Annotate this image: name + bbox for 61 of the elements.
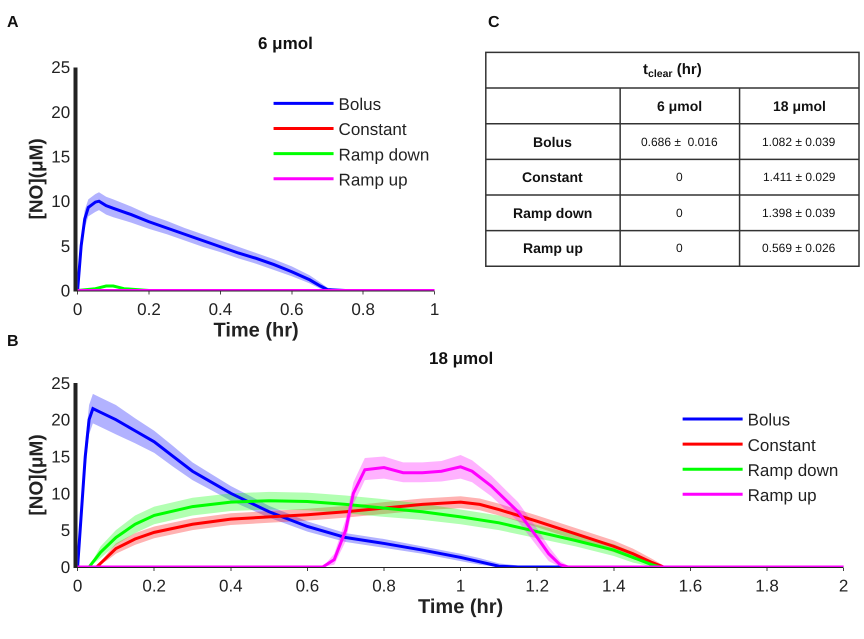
x-tick-label: 0.2 bbox=[137, 300, 161, 319]
y-tick-label: 20 bbox=[51, 102, 70, 122]
x-tick-label: 1.6 bbox=[678, 576, 702, 596]
legend-label: Ramp up bbox=[338, 170, 408, 190]
text: B bbox=[7, 333, 19, 350]
y-tick-label: 10 bbox=[51, 484, 70, 504]
chart-title: 6 μmol bbox=[258, 34, 313, 53]
text: 1.411 ± 0.029 bbox=[763, 170, 836, 184]
y-tick-label: 5 bbox=[60, 521, 70, 540]
text: C bbox=[488, 14, 500, 31]
y-tick-label: 0 bbox=[60, 558, 70, 577]
text: 1.082 ± 0.039 bbox=[762, 135, 836, 149]
legend-label: Ramp down bbox=[338, 145, 430, 164]
category-label: Constant bbox=[522, 169, 583, 185]
text: 0 bbox=[676, 170, 683, 184]
legend-label: Bolus bbox=[748, 410, 790, 430]
category-label: Ramp down bbox=[513, 205, 592, 221]
x-tick-label: 0.2 bbox=[142, 576, 166, 596]
legend-label: Constant bbox=[338, 120, 407, 140]
x-tick-label: 0.6 bbox=[296, 576, 320, 596]
y-tick-label: 15 bbox=[51, 148, 70, 167]
category-label: 6 μmol bbox=[657, 98, 702, 114]
x-tick-label: 0 bbox=[72, 576, 82, 596]
x-tick-label: 1 bbox=[430, 300, 440, 319]
x-tick-label: 1.2 bbox=[525, 576, 550, 596]
y-tick-label: 0 bbox=[60, 281, 70, 300]
text: 0 bbox=[676, 241, 683, 255]
x-tick-label: 1 bbox=[456, 576, 466, 596]
chart-title: 18 μmol bbox=[429, 349, 494, 368]
category-label: Ramp up bbox=[523, 240, 583, 256]
legend-label: Constant bbox=[748, 436, 816, 455]
x-tick-label: 0.8 bbox=[372, 576, 396, 596]
y-tick-label: 15 bbox=[51, 447, 70, 466]
text: 0.569 ± 0.026 bbox=[762, 241, 836, 255]
y-axis-title: [NO](μM) bbox=[26, 138, 48, 220]
category-label: 18 μmol bbox=[773, 98, 826, 114]
y-tick-label: 20 bbox=[51, 410, 70, 430]
x-axis-title: Time (hr) bbox=[213, 319, 299, 342]
x-tick-label: 0.4 bbox=[218, 576, 243, 596]
x-tick-label: 0.8 bbox=[351, 300, 375, 319]
text: 1.398 ± 0.039 bbox=[762, 206, 836, 220]
x-tick-label: 0.4 bbox=[208, 300, 232, 319]
y-tick-label: 10 bbox=[51, 192, 70, 212]
x-tick-label: 1.4 bbox=[602, 576, 626, 596]
legend-label: Ramp down bbox=[748, 460, 838, 480]
x-tick-label: 0 bbox=[72, 300, 82, 319]
y-tick-label: 5 bbox=[60, 236, 70, 256]
text: 0.686 ± 0.016 bbox=[641, 135, 718, 149]
category-label: Bolus bbox=[533, 134, 572, 150]
x-tick-label: 1.8 bbox=[755, 576, 779, 596]
text: 0 bbox=[676, 206, 683, 220]
x-tick-label: 0.6 bbox=[280, 300, 304, 319]
text: A bbox=[7, 14, 19, 31]
y-tick-label: 25 bbox=[51, 374, 70, 393]
y-axis-title: [NO](μM) bbox=[26, 434, 48, 516]
y-tick-label: 25 bbox=[51, 58, 70, 78]
x-axis-title: Time (hr) bbox=[418, 596, 504, 618]
text: t$_{clear}$ (hr) bbox=[643, 61, 702, 80]
x-tick-label: 2 bbox=[838, 576, 848, 596]
legend-label: Ramp up bbox=[748, 486, 817, 505]
legend-label: Bolus bbox=[338, 95, 382, 114]
